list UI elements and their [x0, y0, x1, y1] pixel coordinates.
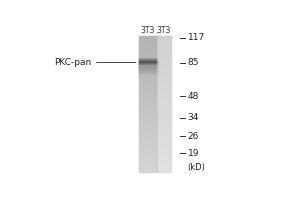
Text: 34: 34 [188, 113, 199, 122]
Text: PKC-pan: PKC-pan [54, 58, 136, 67]
Text: 3T3: 3T3 [140, 26, 154, 35]
Text: (kD): (kD) [188, 163, 205, 172]
Text: 26: 26 [188, 132, 199, 141]
Text: 48: 48 [188, 92, 199, 101]
Text: 3T3: 3T3 [157, 26, 171, 35]
Text: 117: 117 [188, 33, 205, 42]
Text: 19: 19 [188, 149, 199, 158]
Text: 85: 85 [188, 58, 199, 67]
